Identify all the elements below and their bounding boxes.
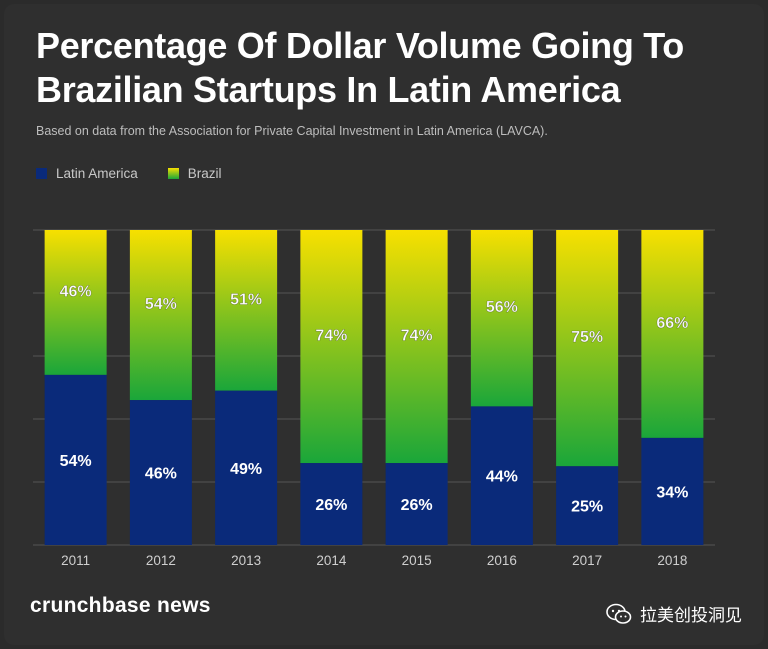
data-label-brazil-2018: 66% bbox=[656, 315, 688, 332]
data-label-latin-america-2013: 49% bbox=[230, 461, 262, 478]
data-label-latin-america-2012: 46% bbox=[145, 466, 177, 483]
chart-subtitle: Based on data from the Association for P… bbox=[36, 124, 548, 138]
bar-latin-america-2013 bbox=[215, 390, 278, 545]
bar-brazil-2014 bbox=[300, 230, 363, 464]
bar-brazil-2015 bbox=[385, 230, 448, 464]
bars: 46% 54% 54% 46% 51% 49% 74% 26% 74% 26% 56% 44% 75% 2… bbox=[44, 230, 704, 545]
x-tick-label-2012: 2012 bbox=[146, 553, 176, 568]
bar-latin-america-2012 bbox=[129, 400, 192, 545]
x-tick-label-2014: 2014 bbox=[316, 553, 347, 568]
x-tick-label-2011: 2011 bbox=[61, 553, 90, 568]
bar-latin-america-2017 bbox=[556, 466, 619, 545]
chart-title: Percentage Of Dollar Volume Going To Bra… bbox=[36, 25, 684, 110]
watermark-text: 拉美创投洞见 bbox=[640, 606, 742, 625]
x-tick-label-2018: 2018 bbox=[657, 553, 687, 568]
legend-swatch-brazil bbox=[167, 168, 179, 179]
bar-latin-america-2015 bbox=[385, 463, 448, 545]
legend-item-brazil: Brazil bbox=[167, 166, 222, 181]
data-label-brazil-2013: 51% bbox=[230, 291, 262, 308]
x-tick-label-2015: 2015 bbox=[402, 553, 432, 568]
data-label-brazil-2016: 56% bbox=[486, 299, 518, 316]
bar-latin-america-2011 bbox=[44, 374, 107, 545]
data-label-brazil-2012: 54% bbox=[145, 296, 177, 313]
legend-swatch-latin-america bbox=[36, 168, 47, 179]
bar-latin-america-2016 bbox=[470, 406, 533, 545]
legend-label-brazil: Brazil bbox=[187, 166, 222, 181]
data-label-latin-america-2016: 44% bbox=[486, 469, 518, 486]
data-label-latin-america-2017: 25% bbox=[571, 499, 603, 516]
x-tick-label-2017: 2017 bbox=[572, 553, 602, 568]
bar-brazil-2016 bbox=[470, 230, 533, 407]
data-label-brazil-2017: 75% bbox=[571, 329, 603, 346]
bar-brazil-2017 bbox=[556, 230, 619, 467]
data-label-brazil-2011: 46% bbox=[60, 283, 92, 300]
bar-brazil-2018 bbox=[641, 230, 704, 438]
legend-item-latin-america: Latin America bbox=[36, 166, 138, 181]
bar-latin-america-2014 bbox=[300, 463, 363, 545]
data-label-latin-america-2011: 54% bbox=[60, 453, 92, 470]
x-tick-labels: 2011 2012 2013 2014 2015 2016 2017 2018 bbox=[61, 553, 687, 568]
legend: Latin America Brazil bbox=[36, 166, 222, 181]
data-label-brazil-2014: 74% bbox=[315, 328, 347, 345]
bar-latin-america-2018 bbox=[641, 437, 704, 545]
data-label-brazil-2015: 74% bbox=[401, 328, 433, 345]
data-label-latin-america-2014: 26% bbox=[315, 497, 347, 514]
bar-brazil-2013 bbox=[215, 230, 278, 391]
bar-brazil-2012 bbox=[129, 230, 192, 401]
data-label-latin-america-2015: 26% bbox=[401, 497, 433, 514]
watermark: 拉美创投洞见 bbox=[606, 601, 742, 626]
wechat-icon bbox=[606, 603, 632, 624]
x-tick-label-2016: 2016 bbox=[487, 553, 517, 568]
bar-brazil-2011 bbox=[44, 230, 107, 375]
legend-label-latin-america: Latin America bbox=[56, 166, 138, 181]
brand-logo: crunchbase news bbox=[30, 594, 211, 617]
x-tick-label-2013: 2013 bbox=[231, 553, 261, 568]
data-label-latin-america-2018: 34% bbox=[656, 484, 688, 501]
